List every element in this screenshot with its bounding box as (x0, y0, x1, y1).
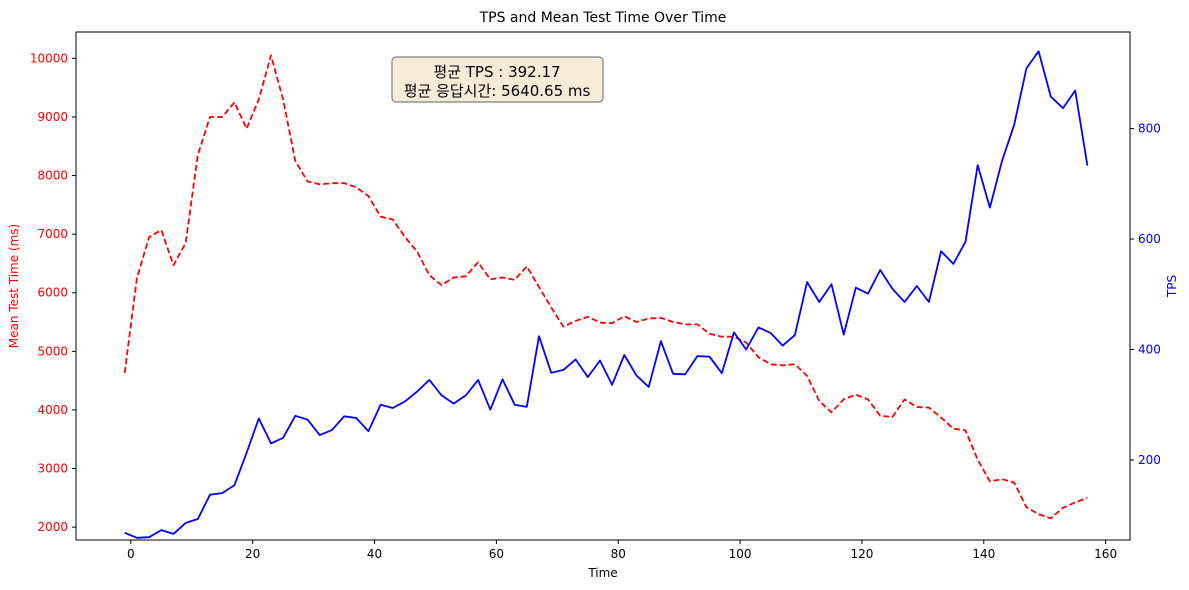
y-left-tick-label: 9000 (37, 110, 68, 124)
mean-test-time-line (123, 54, 1088, 520)
y-left-tick-label: 10000 (30, 51, 68, 65)
plot-frame (75, 31, 1131, 541)
x-tick-label: 80 (611, 547, 626, 561)
x-tick-label: 20 (245, 547, 260, 561)
y-left-tick-label: 5000 (37, 344, 68, 358)
x-tick-label: 100 (729, 547, 752, 561)
y-left-tick-label: 4000 (37, 403, 68, 417)
x-tick-label: 0 (127, 547, 135, 561)
y-axis-right-label: TPS (1165, 275, 1179, 298)
y-right-tick-label: 800 (1138, 122, 1161, 136)
x-axis-label: Time (587, 566, 617, 580)
y-left-tick-label: 7000 (37, 227, 68, 241)
y-right-tick-label: 200 (1138, 453, 1161, 467)
y-axis-left-label: Mean Test Time (ms) (7, 224, 21, 348)
y-right-tick-label: 600 (1138, 232, 1161, 246)
x-tick-label: 40 (367, 547, 382, 561)
x-tick-label: 120 (850, 547, 873, 561)
tps-line (124, 50, 1089, 539)
x-tick-label: 140 (972, 547, 995, 561)
y-right-tick-label: 400 (1138, 343, 1161, 357)
stats-annotation: 평균 TPS : 392.17 평균 응답시간: 5640.65 ms (391, 56, 604, 103)
avg-tps-text: 평균 TPS : 392.17 (433, 63, 560, 81)
stats-annotation-box (391, 56, 604, 103)
x-tick-label: 160 (1094, 547, 1117, 561)
x-tick-label: 60 (489, 547, 504, 561)
y-left-tick-label: 3000 (37, 462, 68, 476)
y-left-tick-label: 2000 (37, 520, 68, 534)
avg-response-time-text: 평균 응답시간: 5640.65 ms (404, 82, 591, 100)
y-left-tick-label: 6000 (37, 286, 68, 300)
chart-title: TPS and Mean Test Time Over Time (479, 10, 727, 26)
y-left-tick-label: 8000 (37, 169, 68, 183)
